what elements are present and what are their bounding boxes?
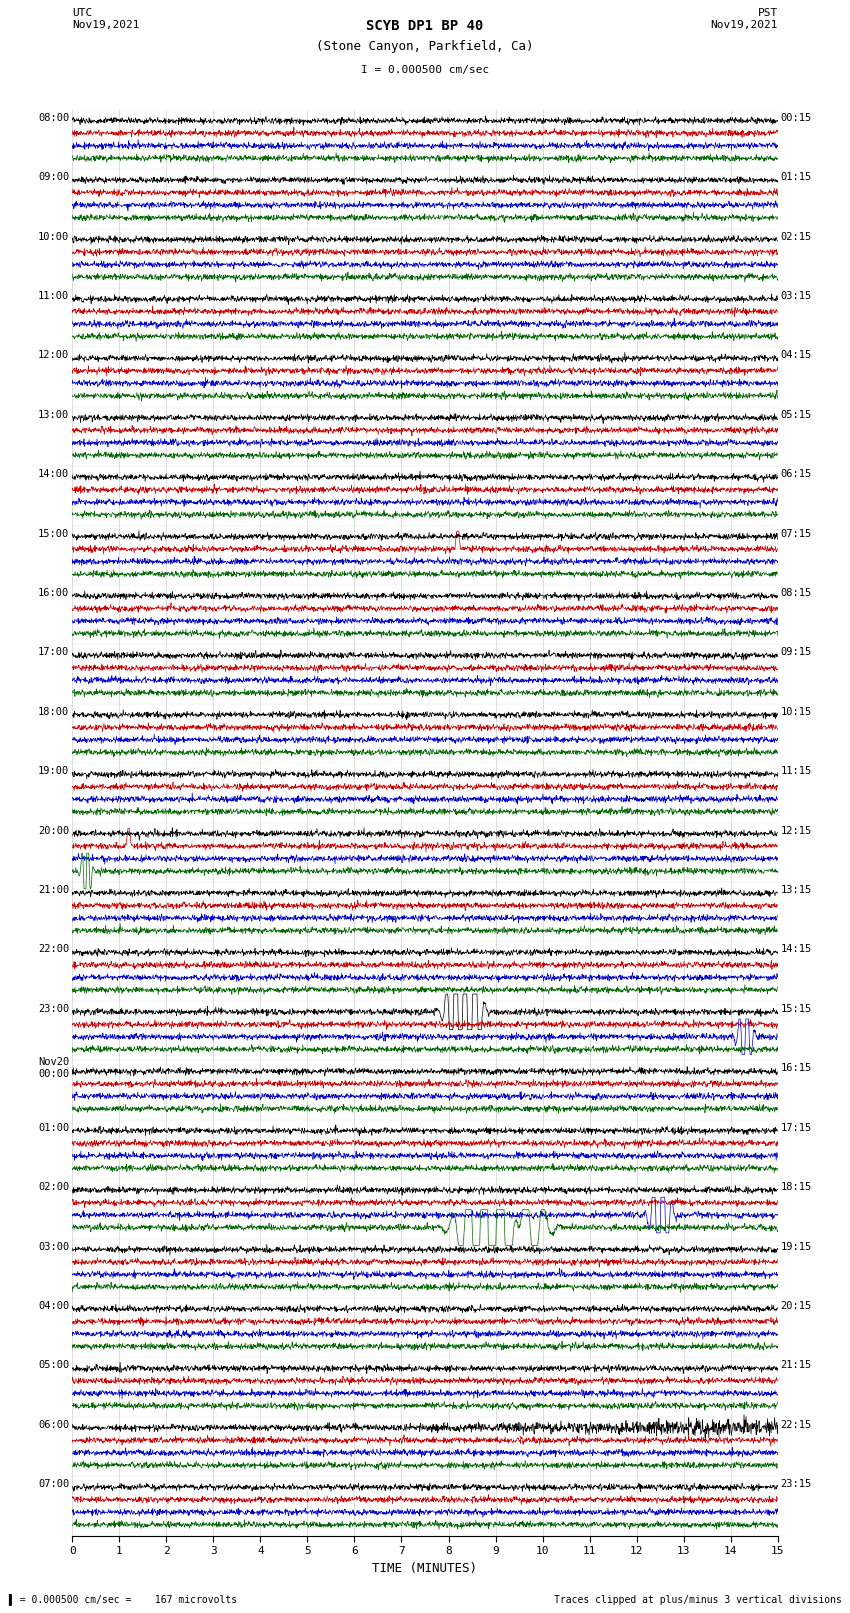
Text: 14:15: 14:15	[780, 945, 812, 955]
Text: 15:00: 15:00	[38, 529, 70, 539]
Text: 00:15: 00:15	[780, 113, 812, 123]
Text: 22:00: 22:00	[38, 945, 70, 955]
Text: (Stone Canyon, Parkfield, Ca): (Stone Canyon, Parkfield, Ca)	[316, 40, 534, 53]
Text: 01:15: 01:15	[780, 173, 812, 182]
Text: 05:00: 05:00	[38, 1360, 70, 1371]
Text: 13:00: 13:00	[38, 410, 70, 419]
Text: 06:00: 06:00	[38, 1419, 70, 1429]
Text: UTC
Nov19,2021: UTC Nov19,2021	[72, 8, 139, 29]
Text: 17:15: 17:15	[780, 1123, 812, 1132]
Text: 16:15: 16:15	[780, 1063, 812, 1073]
Text: 01:00: 01:00	[38, 1123, 70, 1132]
Text: 07:15: 07:15	[780, 529, 812, 539]
Text: 19:00: 19:00	[38, 766, 70, 776]
Text: 02:15: 02:15	[780, 232, 812, 242]
Text: 10:15: 10:15	[780, 706, 812, 716]
Text: 12:15: 12:15	[780, 826, 812, 836]
Text: 06:15: 06:15	[780, 469, 812, 479]
Text: 23:15: 23:15	[780, 1479, 812, 1489]
Text: 03:15: 03:15	[780, 290, 812, 302]
Text: 09:00: 09:00	[38, 173, 70, 182]
Text: 04:00: 04:00	[38, 1302, 70, 1311]
Text: 16:00: 16:00	[38, 589, 70, 598]
Text: 18:00: 18:00	[38, 706, 70, 716]
Text: 08:15: 08:15	[780, 589, 812, 598]
Text: Nov20
00:00: Nov20 00:00	[38, 1058, 70, 1079]
Text: 22:15: 22:15	[780, 1419, 812, 1429]
Text: ▌ = 0.000500 cm/sec =    167 microvolts: ▌ = 0.000500 cm/sec = 167 microvolts	[8, 1594, 238, 1605]
Text: SCYB DP1 BP 40: SCYB DP1 BP 40	[366, 19, 484, 34]
Text: 04:15: 04:15	[780, 350, 812, 360]
Text: 11:00: 11:00	[38, 290, 70, 302]
Text: 20:15: 20:15	[780, 1302, 812, 1311]
Text: 13:15: 13:15	[780, 886, 812, 895]
Text: 20:00: 20:00	[38, 826, 70, 836]
Text: 02:00: 02:00	[38, 1182, 70, 1192]
Text: I = 0.000500 cm/sec: I = 0.000500 cm/sec	[361, 65, 489, 74]
Text: 19:15: 19:15	[780, 1242, 812, 1252]
X-axis label: TIME (MINUTES): TIME (MINUTES)	[372, 1561, 478, 1574]
Text: 09:15: 09:15	[780, 647, 812, 658]
Text: 18:15: 18:15	[780, 1182, 812, 1192]
Text: 14:00: 14:00	[38, 469, 70, 479]
Text: 21:15: 21:15	[780, 1360, 812, 1371]
Text: 07:00: 07:00	[38, 1479, 70, 1489]
Text: 23:00: 23:00	[38, 1003, 70, 1015]
Text: 03:00: 03:00	[38, 1242, 70, 1252]
Text: 08:00: 08:00	[38, 113, 70, 123]
Text: 15:15: 15:15	[780, 1003, 812, 1015]
Text: 21:00: 21:00	[38, 886, 70, 895]
Text: 11:15: 11:15	[780, 766, 812, 776]
Text: 12:00: 12:00	[38, 350, 70, 360]
Text: Traces clipped at plus/minus 3 vertical divisions: Traces clipped at plus/minus 3 vertical …	[553, 1595, 842, 1605]
Text: 10:00: 10:00	[38, 232, 70, 242]
Text: PST
Nov19,2021: PST Nov19,2021	[711, 8, 778, 29]
Text: 17:00: 17:00	[38, 647, 70, 658]
Text: 05:15: 05:15	[780, 410, 812, 419]
